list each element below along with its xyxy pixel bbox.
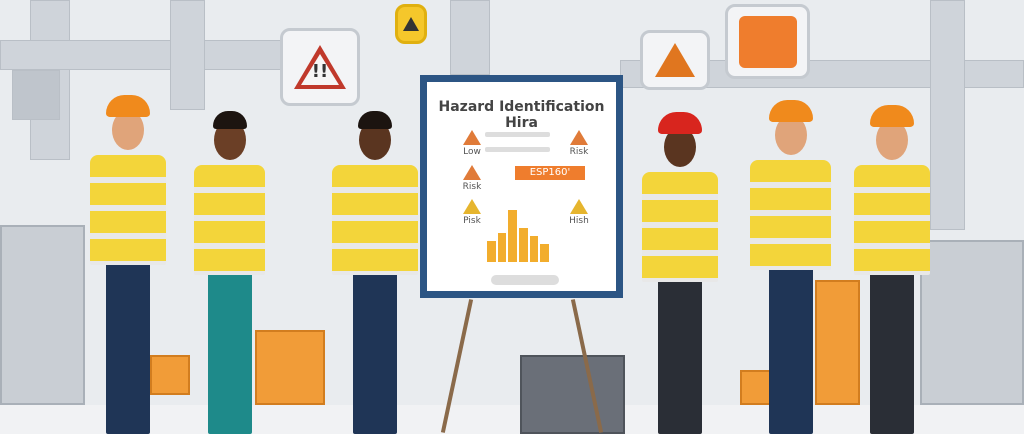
hira-board: Hazard Identification Hira Low Risk Risk…: [420, 75, 623, 298]
safety-vest: [854, 165, 930, 275]
bar-chart: [487, 210, 550, 262]
worker: [852, 105, 932, 434]
worker-legs: [106, 255, 150, 434]
board-item-risk: Risk: [457, 165, 487, 192]
board-label: Hish: [569, 216, 589, 226]
board-label: Risk: [462, 182, 482, 192]
chart-bar: [508, 210, 518, 262]
hardhat-icon: [768, 100, 813, 122]
placeholder-line: [485, 147, 550, 152]
hair: [212, 111, 247, 129]
hazard-icon: [463, 130, 481, 145]
hardhat-icon: [106, 95, 150, 117]
shelf-right: [920, 240, 1024, 405]
shelf-left: [0, 225, 85, 405]
board-tag: ESP160': [515, 166, 585, 180]
board-item-low: Low: [457, 130, 487, 157]
board-item-risk: Risk: [564, 130, 594, 157]
hardhat-icon: [658, 112, 702, 134]
hazard-sign: [640, 30, 710, 90]
machine-icon: [738, 15, 797, 68]
worker-legs: [658, 272, 702, 434]
hazard-sign-small: [395, 4, 427, 44]
chart-bar: [529, 236, 539, 262]
worker: [330, 105, 420, 434]
chart-bar: [487, 241, 496, 262]
warning-triangle-icon: [294, 45, 346, 89]
worker: [640, 112, 720, 434]
worker-legs: [870, 265, 914, 434]
chart-bar: [519, 228, 528, 262]
pipe: [0, 40, 300, 70]
hazard-icon: [463, 165, 481, 180]
pipe: [450, 0, 490, 75]
chart-bar: [540, 243, 550, 262]
safety-vest: [90, 155, 166, 265]
worker-legs: [207, 265, 252, 434]
board-item-hish: Hish: [564, 199, 594, 226]
placeholder-pill: [491, 275, 559, 285]
worker: [748, 100, 833, 434]
chart-bar: [497, 233, 507, 262]
hazard-icon: [463, 199, 481, 214]
hazard-triangle-icon: [403, 17, 419, 31]
board-label: Low: [463, 147, 481, 157]
floor: [0, 405, 1024, 434]
safety-vest: [642, 172, 718, 282]
warning-sign: !!: [280, 28, 360, 106]
worker-legs: [768, 260, 813, 434]
board-title: Hazard Identification Hira: [438, 99, 605, 131]
safety-vest: [750, 160, 831, 270]
hair: [358, 111, 392, 129]
safety-vest: [194, 165, 265, 275]
board-label: Risk: [569, 147, 589, 157]
warning-sign-text: !!: [311, 61, 329, 82]
hardhat-icon: [870, 105, 914, 127]
machine-hazard-sign: [725, 4, 810, 79]
crate: [255, 330, 325, 405]
safety-vest: [332, 165, 418, 275]
board-label: Pisk: [463, 216, 481, 226]
placeholder-line: [485, 132, 550, 137]
crate: [150, 355, 190, 395]
pipe: [930, 0, 965, 230]
worker-legs: [353, 265, 397, 434]
worker: [192, 105, 267, 434]
hazard-triangle-icon: [655, 43, 695, 77]
equipment-stack: [520, 355, 625, 434]
hazard-icon: [570, 130, 588, 145]
control-box: [12, 70, 60, 120]
board-item-pisk: Pisk: [457, 199, 487, 226]
pipe: [170, 0, 205, 110]
hazard-icon: [570, 199, 588, 214]
worker: [88, 95, 168, 434]
crate: [815, 280, 860, 405]
